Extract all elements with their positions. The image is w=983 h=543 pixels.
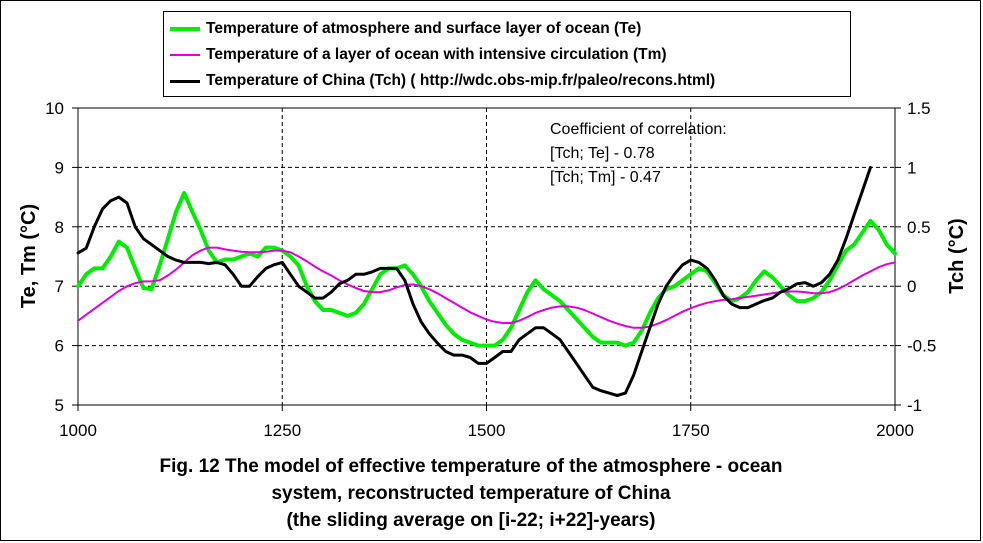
y-tick-label: 9 [55,158,64,177]
y2-tick-label: 1.5 [907,99,931,118]
legend-item-te: Temperature of atmosphere and surface la… [170,18,641,40]
x-tick-label: 1000 [59,421,97,440]
y-tick-label: 8 [55,218,64,237]
figure-caption: Fig. 12 The model of effective temperatu… [101,453,841,534]
x-tick-label: 1500 [468,421,506,440]
x-tick-label: 2000 [876,421,914,440]
legend-item-tch: Temperature of China (Tch) ( http://wdc.… [170,70,715,92]
y-tick-label: 5 [55,396,64,415]
caption-line-2: system, reconstructed temperature of Chi… [271,483,671,504]
grid-lines [78,108,895,405]
y-tick-label: 10 [45,99,64,118]
y2-axis-label: Tch (°C) [946,218,968,293]
y-axis-label: Te, Tm (°C) [18,204,40,308]
y2-tick-label: -1 [907,396,922,415]
legend-item-tm: Temperature of a layer of ocean with int… [170,44,667,66]
caption-line-3: (the sliding average on [i-22; i+22]-yea… [286,510,656,531]
correlation-annotation: Coefficient of correlation: [Tch; Te] - … [550,118,727,190]
y2-tick-label: -0.5 [907,337,936,356]
y-tick-label: 6 [55,337,64,356]
axis-ticks [72,107,901,411]
series-line-te [76,190,897,348]
y-tick-label: 7 [55,277,64,296]
correlation-te: [Tch; Te] - 0.78 [550,145,655,162]
legend-swatch-te [170,27,200,31]
caption-line-1: Fig. 12 The model of effective temperatu… [159,456,783,477]
chart-legend: Temperature of atmosphere and surface la… [163,11,851,97]
y2-tick-label: 0 [907,277,916,296]
series-line-tch [76,165,872,397]
x-tick-label: 1250 [263,421,301,440]
correlation-title: Coefficient of correlation: [550,121,727,138]
legend-label-tch: Temperature of China (Tch) ( http://wdc.… [206,72,716,89]
legend-label-te: Temperature of atmosphere and surface la… [206,20,642,37]
y2-tick-label: 0.5 [907,218,931,237]
legend-label-tm: Temperature of a layer of ocean with int… [206,46,667,63]
legend-swatch-tm [170,54,200,56]
x-tick-label: 1750 [672,421,710,440]
correlation-tm: [Tch; Tm] - 0.47 [550,169,661,186]
y2-tick-label: 1 [907,158,916,177]
series-line-tm [77,246,896,329]
legend-swatch-tch [170,79,200,83]
tick-labels: 1000 1250 1500 1750 2000 5 6 7 8 9 10 -1 -0.5 0 0.5 1 1.… [45,99,936,440]
series-layer [76,165,897,397]
